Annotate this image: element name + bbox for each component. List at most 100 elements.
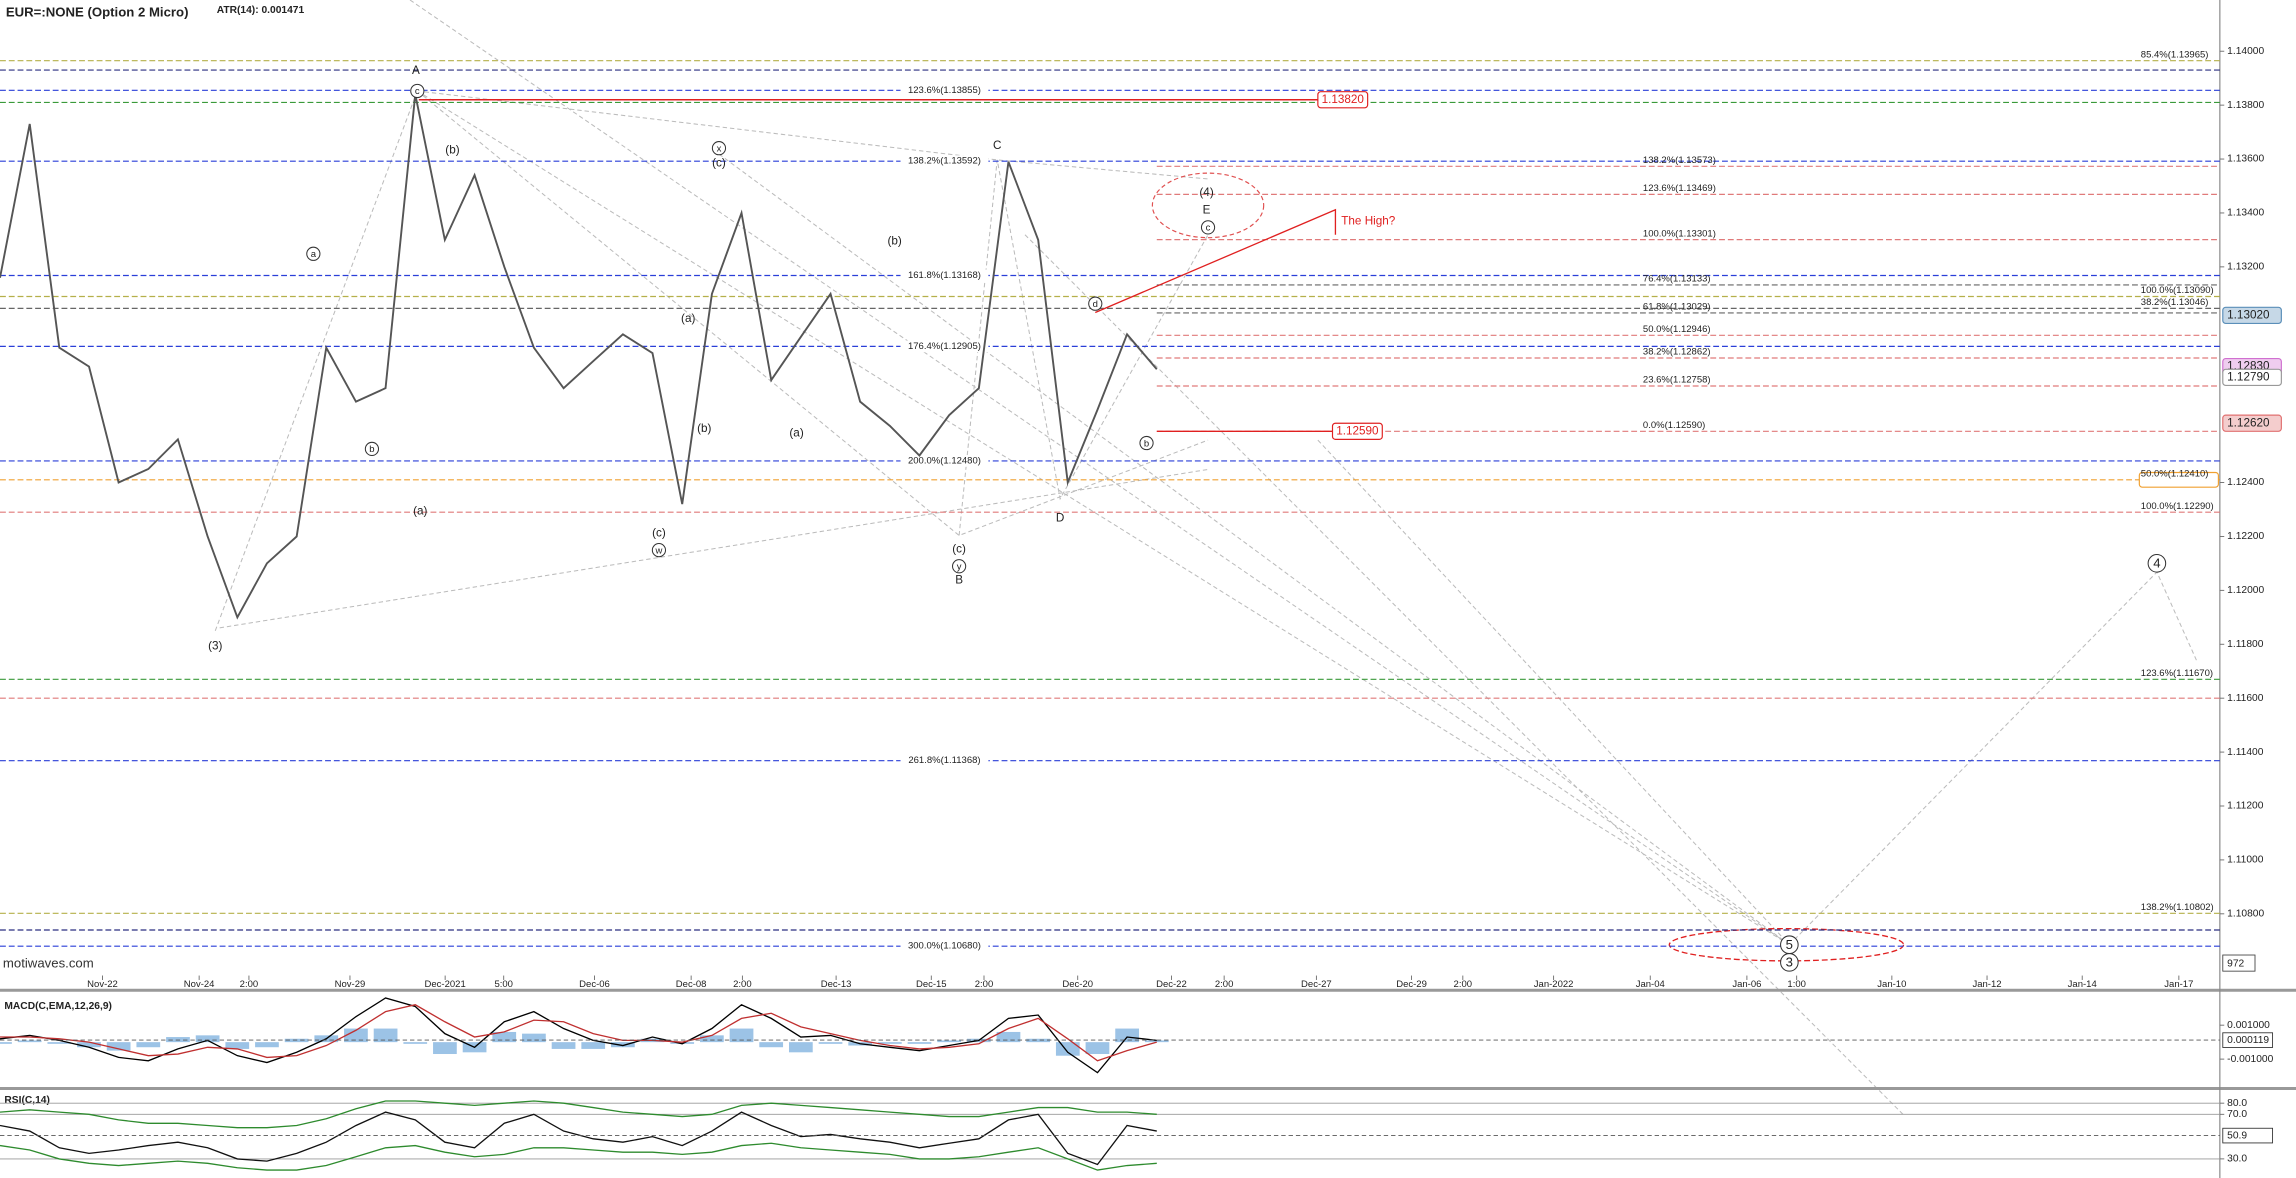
annotation-circle	[952, 559, 967, 574]
x-tick-label: Dec-08	[676, 979, 707, 990]
current-label: 0.000119	[2227, 1035, 2269, 1046]
wave-label: (b)	[888, 234, 902, 247]
y-tick-label: 70.0	[2227, 1109, 2247, 1120]
y-tick-label: 30.0	[2227, 1154, 2247, 1165]
wave-label: 3	[1786, 955, 1793, 970]
y-tick-label: 1.14000	[2227, 46, 2264, 57]
histogram-bar	[0, 1042, 12, 1044]
histogram-bar	[77, 1042, 101, 1048]
x-tick-label: Dec-15	[916, 979, 947, 990]
annotation-circle	[651, 543, 667, 558]
watermark: motiwaves.com	[3, 955, 94, 970]
x-tick-label: 2:00	[733, 979, 752, 990]
x-tick-label: Nov-24	[184, 979, 215, 990]
x-tick-label: Nov-29	[335, 979, 366, 990]
wave-label: a	[311, 249, 317, 260]
histogram-bar	[729, 1028, 754, 1043]
histogram-bar	[581, 1042, 606, 1049]
wave-label: (c)	[652, 526, 666, 539]
price-tag-label: 1.12790	[2227, 370, 2270, 383]
price-tag	[2222, 306, 2282, 325]
y-tick-label: 1.11400	[2227, 747, 2264, 758]
y-tick-label: 1.13600	[2227, 154, 2264, 165]
level-label-bg	[900, 455, 989, 467]
wave-label: D	[1056, 512, 1064, 525]
histogram-bar	[522, 1033, 546, 1043]
level-label-bg	[900, 940, 989, 953]
series-line	[0, 1004, 1157, 1062]
histogram-bar	[195, 1035, 220, 1043]
histogram-bar	[1144, 1040, 1169, 1043]
price-tag-label: 1.13020	[2227, 308, 2270, 321]
y-tick-label: 1.11600	[2227, 693, 2264, 704]
annotation-circle	[1139, 435, 1154, 451]
y-tick-label: 1.12000	[2227, 585, 2264, 596]
rsi-title: RSI(C,14)	[4, 1095, 50, 1106]
histogram-bar	[937, 1040, 962, 1043]
level-label: 50.0%(1.12946)	[1643, 324, 1711, 335]
x-tick-label: Dec-29	[1396, 979, 1427, 990]
wave-label: 5	[1786, 937, 1793, 952]
x-tick-label: 2:00	[975, 979, 994, 990]
annotation-circle	[1200, 220, 1216, 235]
red-tag-label: 1.12590	[1336, 424, 1379, 437]
current-tag	[2222, 1032, 2274, 1048]
callout-line	[1095, 208, 1337, 314]
histogram-bar	[551, 1042, 576, 1049]
series-line	[0, 997, 1157, 1074]
level-label: 138.2%(1.10802)	[2141, 902, 2214, 913]
wave-label: C	[993, 139, 1002, 152]
y-tick-label: 1.10800	[2227, 909, 2264, 920]
x-tick-label: Jan-2022	[1534, 979, 1574, 990]
wave-label: (a)	[789, 427, 803, 440]
y-tick-label: 1.13400	[2227, 208, 2264, 219]
annotation-circle	[2147, 554, 2167, 573]
annotation-circle	[1780, 953, 1799, 972]
series-line	[0, 1100, 1157, 1129]
histogram-bar	[136, 1042, 161, 1048]
wave-label: x	[717, 143, 722, 154]
histogram-bar	[17, 1040, 42, 1043]
histogram-bar	[1085, 1042, 1110, 1055]
x-tick-label: 5:00	[494, 979, 513, 990]
level-label: 100.0%(1.12290)	[2141, 501, 2214, 512]
histogram-bar	[1115, 1028, 1139, 1043]
level-label-bg	[900, 340, 989, 353]
level-label: 61.8%(1.13029)	[1643, 302, 1711, 313]
wave-label: 4	[2153, 556, 2160, 571]
histogram-bar	[700, 1035, 724, 1043]
histogram-bar	[225, 1042, 250, 1049]
wave-label: B	[955, 573, 963, 586]
volume-label: 972	[2227, 959, 2244, 970]
level-label: 176.4%(1.12905)	[908, 341, 981, 352]
level-label: 161.8%(1.13168)	[908, 270, 981, 281]
wave-label: (c)	[712, 157, 726, 170]
x-tick-label: Jan-04	[1636, 979, 1666, 990]
y-tick-label: -0.001000	[2227, 1054, 2273, 1065]
wave-label: b	[1144, 438, 1149, 449]
level-label: 100.0%(1.13301)	[1643, 228, 1716, 239]
target-ellipse	[1668, 927, 1905, 962]
x-tick-label: Jan-12	[1972, 979, 2001, 990]
histogram-bar	[106, 1042, 131, 1051]
wave-label: d	[1093, 299, 1098, 310]
y-tick-label: 80.0	[2227, 1098, 2247, 1109]
x-tick-label: 2:00	[1215, 979, 1234, 990]
y-tick-label: 1.11200	[2227, 801, 2264, 812]
x-tick-label: Dec-13	[821, 979, 852, 990]
wave-label: (b)	[697, 422, 711, 435]
x-tick-label: 2:00	[1454, 979, 1473, 990]
histogram-bar	[47, 1042, 72, 1044]
histogram-bar	[877, 1042, 902, 1044]
price-tag-label: 1.12620	[2227, 416, 2270, 429]
histogram-bar	[344, 1028, 368, 1043]
annotation-circle	[364, 441, 380, 457]
wave-label: w	[654, 545, 662, 556]
histogram-bar	[818, 1042, 843, 1044]
wave-label: y	[957, 562, 962, 573]
series-line	[0, 94, 1158, 620]
histogram-bar	[403, 1042, 428, 1044]
wave-label: (a)	[681, 312, 695, 325]
